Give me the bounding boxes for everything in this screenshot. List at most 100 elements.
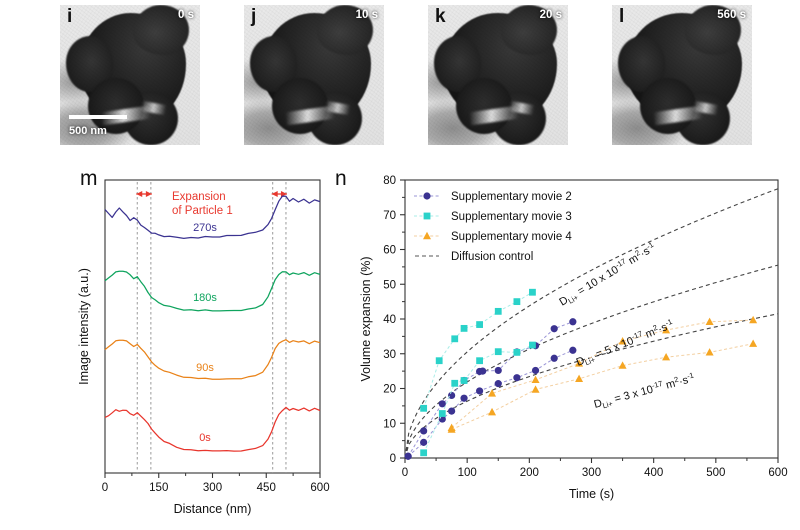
data-point-Supplementary movie 4 (lower) [488,407,497,416]
arrow-head-left-1 [271,191,278,197]
data-point-Supplementary movie 4 (upper) [705,317,714,325]
legend-circle-icon [423,192,431,200]
panel-label-n: n [335,167,347,190]
x-tick-label: 450 [257,482,276,494]
curve-label-180s: 180s [193,292,217,304]
data-point-Supplementary movie 2 (upper) [569,318,577,326]
data-point-Supplementary movie 2 (lower) [550,354,558,362]
data-point-Supplementary movie 4 (upper) [618,337,627,345]
y-tick-label: 10 [383,418,396,430]
data-point-Supplementary movie 4 (upper) [662,325,671,334]
data-point-Supplementary movie 2 (upper) [494,366,502,375]
timestamp-label: 20 s [539,9,562,21]
legend-label: Supplementary movie 4 [451,231,572,243]
data-point-Supplementary movie 3 (lower) [438,410,446,417]
data-point-Supplementary movie 2 (lower) [460,394,468,402]
volume-expansion-chart: 0 100 200 300 400 500 600 0 10 20 30 40 50 60 70 80 Time… [359,175,788,501]
data-point-Supplementary movie 3 (upper) [435,357,443,365]
scale-bar [69,115,127,119]
x-axis-title: Distance (nm) [174,502,252,516]
data-point-Supplementary movie 3 (upper) [420,404,428,412]
tem-panel-l: l 560 s [612,5,752,145]
x-tick-label: 300 [582,467,601,479]
y-tick-label: 70 [383,210,396,222]
data-point-Supplementary movie 4 (lower) [705,348,714,356]
curve-label-90s: 90s [196,362,214,374]
intensity-curve-180s [104,270,321,312]
diffusion-curve-D10 [404,188,779,459]
y-tick-label: 20 [383,384,396,396]
x-tick-label: 0 [402,467,408,479]
legend-entry-0[interactable]: Supplementary movie 2 [414,191,572,203]
x-tick-label: 100 [458,467,477,479]
data-point-Supplementary movie 3 (upper) [476,321,483,328]
data-point-Supplementary movie 3 (upper) [513,298,521,306]
tem-image-row: i 0 s 500 nm j 10 s k 20 s [0,0,800,155]
data-point-Supplementary movie 3 (upper) [494,307,502,315]
series-line-Supplementary movie 4 (upper) [451,319,754,429]
data-point-Supplementary movie 2 (lower) [404,452,412,460]
data-point-Supplementary movie 2 (lower) [569,346,577,354]
scale-bar-label: 500 nm [69,125,107,137]
panel-label-i: i [67,6,73,27]
intensity-curve-90s [104,339,321,380]
data-point-Supplementary movie 2 (lower) [494,380,502,388]
data-point-Supplementary movie 2 (upper) [479,367,487,375]
tem-micrograph [60,5,200,145]
panel-n-volume-expansion: n 0 100 200 300 400 500 600 0 10 20 30 40 50 60 70 80 Ti… [330,158,800,530]
data-point-Supplementary movie 4 (upper) [749,315,758,324]
data-point-Supplementary movie 3 (lower) [513,348,521,356]
tem-micrograph [428,5,568,145]
y-tick-label: 30 [383,349,396,361]
data-point-Supplementary movie 2 (lower) [531,366,540,375]
data-point-Supplementary movie 3 (lower) [420,449,428,457]
data-point-Supplementary movie 3 (upper) [451,335,459,343]
plot-frame [104,179,321,474]
y-tick-label: 0 [390,453,396,465]
data-point-Supplementary movie 3 (upper) [529,288,536,296]
data-point-Supplementary movie 3 (upper) [460,324,468,332]
intensity-curve-0s [104,406,321,452]
tem-micrograph [244,5,384,145]
data-point-Supplementary movie 4 (lower) [662,353,671,361]
x-tick-label: 600 [310,482,329,494]
data-point-Supplementary movie 4 (upper) [575,359,584,367]
x-tick-label: 300 [203,482,222,494]
legend-entry-1[interactable]: Supplementary movie 3 [414,211,572,223]
x-axis-title: Time (s) [569,487,614,501]
expansion-annotation-line1: Expansion [172,191,226,203]
x-tick-label: 600 [768,467,787,479]
legend-entry-3[interactable]: Diffusion control [415,251,533,263]
y-axis-title: Image intensity (a.u.) [77,268,91,385]
tem-micrograph [612,5,752,145]
timestamp-label: 10 s [355,9,378,21]
legend-entry-2[interactable]: Supplementary movie 4 [414,231,572,243]
data-point-Supplementary movie 4 (upper) [488,389,497,397]
y-tick-label: 80 [383,175,396,187]
data-point-Supplementary movie 4 (upper) [531,375,540,384]
data-point-Supplementary movie 4 (lower) [575,374,584,382]
data-point-Supplementary movie 4 (lower) [447,425,456,433]
panel-label-j: j [251,6,257,27]
legend-triangle-icon [423,231,431,240]
x-tick-label: 200 [520,467,539,479]
timestamp-label: 0 s [178,9,194,21]
data-point-Supplementary movie 3 (lower) [460,377,468,384]
tem-panel-i: i 0 s 500 nm [60,5,200,145]
data-point-Supplementary movie 4 (lower) [531,385,540,393]
data-point-Supplementary movie 2 (lower) [420,438,428,446]
x-tick-label: 500 [706,467,725,479]
data-point-Supplementary movie 2 (upper) [420,427,428,435]
legend-square-icon [423,212,431,220]
panel-label-m: m [80,167,98,190]
panel-label-l: l [619,6,625,27]
data-point-Supplementary movie 3 (lower) [494,348,502,356]
curve-label-0s: 0s [199,432,211,444]
intensity-profile-chart: Expansion of Particle 1 0s 90s 180s 270s 0 150 3… [77,179,330,516]
x-tick-label: 400 [644,467,663,479]
data-point-Supplementary movie 3 (lower) [529,341,536,349]
data-point-Supplementary movie 2 (lower) [513,374,521,382]
arrow-head-right-0 [145,191,152,197]
legend-label: Diffusion control [451,251,533,263]
x-tick-label: 150 [149,482,168,494]
